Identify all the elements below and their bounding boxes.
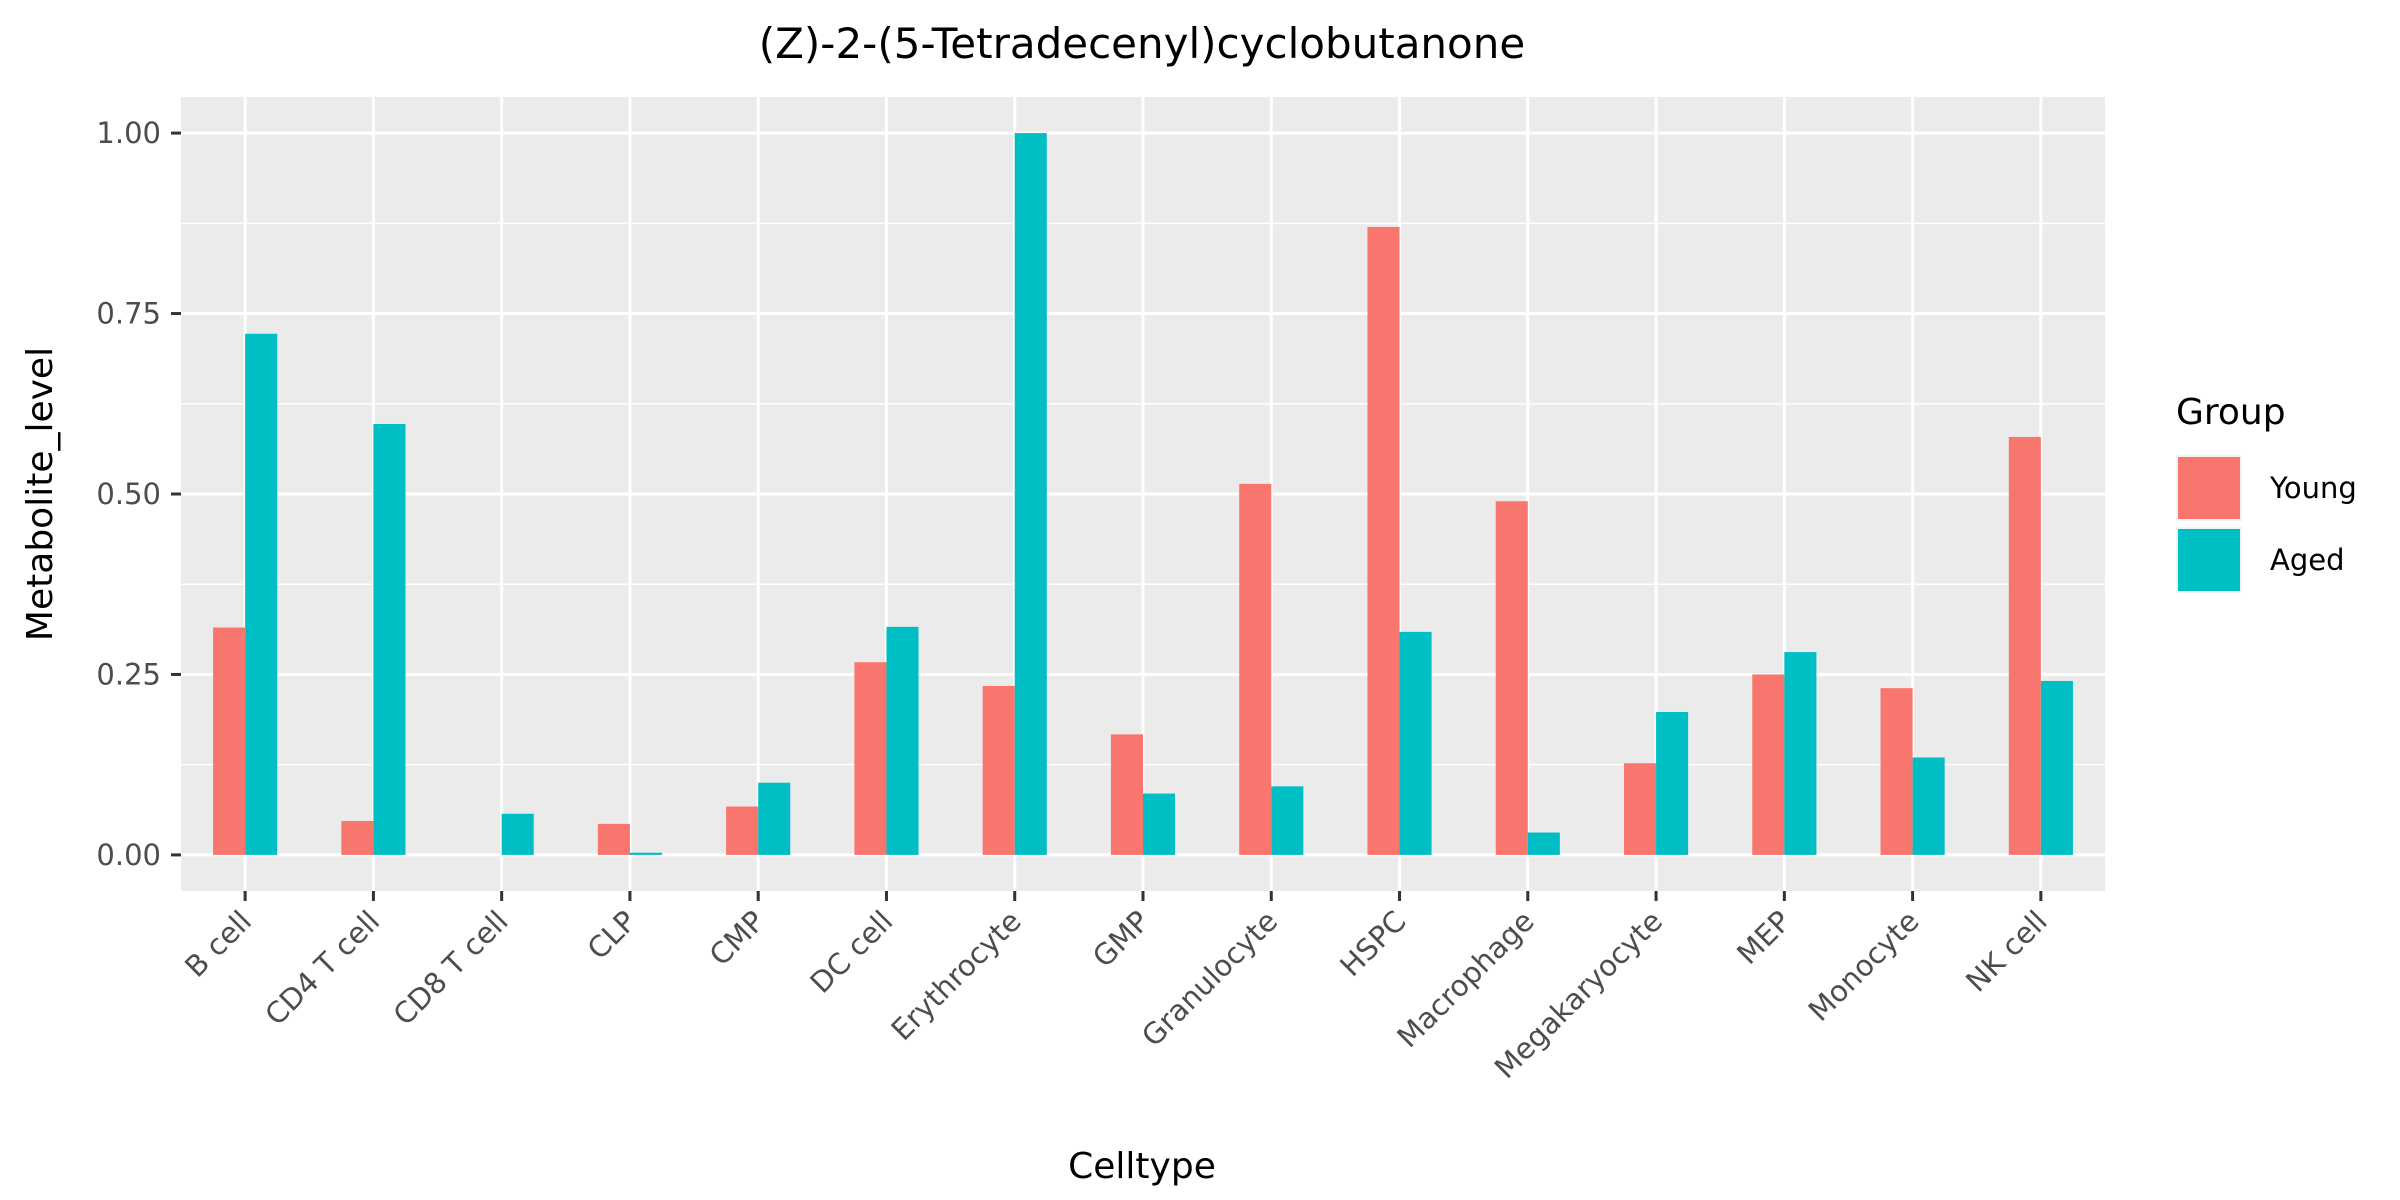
y-tick-label: 1.00 — [96, 116, 161, 150]
bar-young-mep — [1752, 674, 1785, 855]
bar-aged-macrophage — [1527, 832, 1560, 855]
legend-label-aged: Aged — [2270, 543, 2345, 577]
y-tick-label: 0.25 — [96, 657, 161, 691]
bar-aged-nk-cell — [2040, 680, 2073, 855]
bar-aged-cd4-t-cell — [373, 423, 406, 855]
bar-aged-dc-cell — [886, 626, 919, 855]
bar-young-megakaryocyte — [1624, 763, 1657, 855]
bar-aged-cmp — [758, 782, 791, 855]
bar-young-dc-cell — [854, 662, 887, 855]
bar-aged-gmp — [1143, 793, 1176, 855]
bar-aged-granulocyte — [1271, 786, 1304, 855]
bar-aged-hspc — [1399, 631, 1432, 855]
chart-title: (Z)-2-(5-Tetradecenyl)cyclobutanone — [759, 19, 1525, 68]
legend-title: Group — [2176, 392, 2286, 433]
bar-aged-cd8-t-cell — [501, 813, 534, 855]
bar-young-macrophage — [1495, 501, 1528, 855]
bar-young-b-cell — [213, 627, 246, 855]
y-tick-label: 0.00 — [96, 838, 161, 872]
bar-aged-erythrocyte — [1014, 133, 1047, 855]
y-axis-title: Metabolite_level — [20, 347, 61, 641]
bar-aged-megakaryocyte — [1656, 711, 1689, 855]
bar-aged-clp — [629, 852, 662, 855]
bar-young-nk-cell — [2008, 436, 2041, 855]
y-axis: 0.00 0.25 0.50 0.75 1.00 — [96, 116, 181, 872]
bar-young-monocyte — [1880, 688, 1913, 855]
bar-young-hspc — [1367, 226, 1400, 855]
bars — [213, 133, 2073, 855]
bar-young-granulocyte — [1239, 483, 1272, 855]
legend-swatch-aged — [2178, 529, 2240, 591]
bar-young-gmp — [1110, 734, 1143, 855]
bar-young-cd4-t-cell — [341, 820, 374, 855]
bar-aged-mep — [1784, 652, 1817, 855]
bar-aged-b-cell — [245, 333, 278, 855]
y-tick-label: 0.75 — [96, 297, 161, 331]
y-tick-label: 0.50 — [96, 477, 161, 511]
legend: Group Young Aged — [2176, 392, 2357, 593]
legend-label-young: Young — [2269, 471, 2357, 505]
bar-young-cmp — [726, 806, 759, 855]
bar-young-erythrocyte — [982, 686, 1015, 855]
legend-swatch-young — [2178, 457, 2240, 519]
bar-aged-monocyte — [1912, 757, 1945, 855]
x-axis-title: Celltype — [1068, 1146, 1216, 1187]
bar-young-clp — [597, 823, 630, 855]
